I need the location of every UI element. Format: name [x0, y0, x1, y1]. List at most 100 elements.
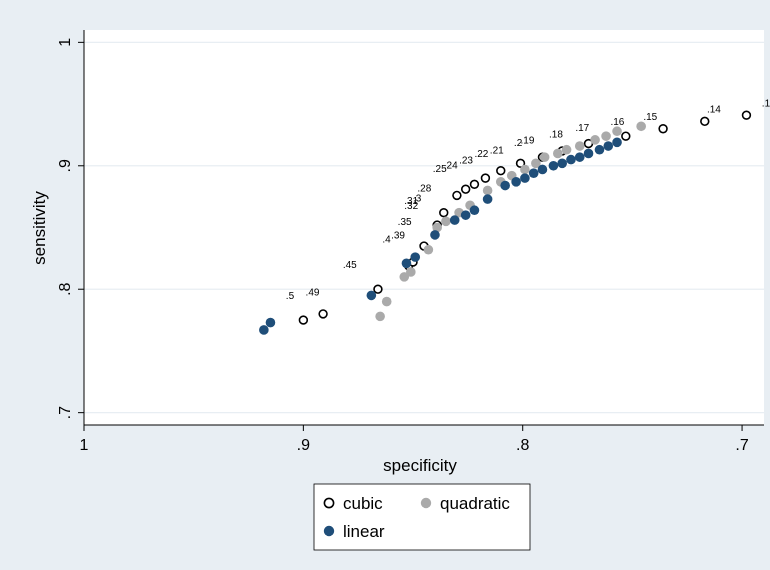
point-linear — [594, 144, 605, 155]
y-tick-label: .7 — [57, 406, 74, 419]
legend-label-linear: linear — [343, 522, 385, 541]
point-quadratic — [406, 267, 416, 277]
point-cubic — [439, 207, 449, 218]
threshold-label: .17 — [575, 123, 589, 134]
x-tick-label: .7 — [735, 437, 748, 454]
point-quadratic — [539, 152, 550, 162]
point-linear — [265, 317, 276, 328]
point-linear — [401, 258, 412, 269]
data-points — [259, 110, 752, 335]
point-cubic — [452, 190, 462, 201]
point-cubic — [460, 184, 471, 194]
point-quadratic — [561, 144, 572, 155]
point-linear — [583, 148, 594, 159]
y-tick-label: .8 — [57, 282, 74, 295]
threshold-label: .22 — [474, 149, 488, 160]
point-linear — [259, 325, 269, 335]
point-quadratic — [423, 244, 434, 255]
point-cubic — [496, 166, 506, 176]
point-linear — [537, 164, 548, 175]
threshold-label: .2 — [514, 138, 523, 149]
threshold-label: .49 — [306, 287, 320, 298]
point-cubic — [298, 315, 309, 325]
threshold-label: .19 — [521, 136, 535, 147]
axes — [83, 30, 764, 426]
point-linear — [566, 154, 576, 165]
point-linear — [574, 152, 585, 162]
point-cubic — [373, 284, 383, 294]
legend: cubic quadratic linear — [313, 483, 531, 551]
point-quadratic — [482, 185, 493, 196]
point-quadratic — [590, 135, 600, 145]
point-linear — [548, 160, 559, 171]
threshold-label: .24 — [444, 160, 458, 171]
threshold-label: .31 — [404, 196, 418, 207]
point-linear — [410, 252, 421, 262]
plot-area — [84, 30, 764, 425]
point-quadratic — [375, 311, 385, 322]
threshold-label: .23 — [459, 155, 473, 166]
point-quadratic — [574, 141, 585, 151]
point-cubic — [515, 158, 526, 169]
threshold-label: .5 — [286, 291, 295, 302]
point-linear — [366, 290, 377, 301]
threshold-label: .16 — [610, 117, 624, 128]
point-linear — [612, 137, 622, 148]
threshold-label: .4 — [382, 234, 391, 245]
y-tick-label: 1 — [57, 38, 74, 47]
point-quadratic — [531, 158, 541, 169]
x-tick-label: .9 — [297, 437, 310, 454]
point-quadratic — [636, 121, 646, 132]
point-quadratic — [432, 222, 442, 233]
point-quadratic — [612, 126, 622, 137]
point-linear — [430, 230, 440, 240]
point-linear — [557, 158, 567, 169]
legend-marker-linear — [323, 525, 335, 537]
legend-label-cubic: cubic — [343, 494, 383, 513]
threshold-label: .28 — [417, 184, 431, 195]
point-cubic — [621, 131, 631, 141]
point-cubic — [700, 116, 710, 127]
threshold-label: .18 — [549, 129, 563, 140]
point-quadratic — [520, 164, 530, 175]
threshold-label: .35 — [398, 217, 412, 228]
point-cubic — [480, 173, 491, 183]
point-quadratic — [381, 296, 392, 307]
point-quadratic — [601, 131, 611, 141]
threshold-label: .13 — [762, 99, 770, 110]
threshold-label: .32 — [404, 201, 418, 212]
point-quadratic — [441, 216, 451, 227]
threshold-label: .3 — [413, 194, 422, 205]
point-cubic — [658, 124, 668, 134]
point-linear — [500, 180, 510, 191]
annotations: .5 .49 .45 .4.39 .35 .32.31.3.28.25.24.23.22.… — [286, 99, 770, 303]
legend-marker-quadratic — [420, 497, 432, 509]
ticks: .7 .8 .9 1 1 .9 .8 .7 — [57, 38, 749, 454]
gridlines — [84, 41, 764, 414]
threshold-label: .15 — [643, 112, 657, 123]
point-cubic — [741, 110, 752, 120]
point-cubic — [318, 309, 328, 319]
point-linear — [482, 194, 493, 204]
legend-marker-cubic — [323, 497, 335, 509]
point-quadratic — [553, 148, 563, 159]
threshold-label: .45 — [343, 260, 357, 271]
y-tick-label: .9 — [57, 159, 74, 172]
point-linear — [449, 215, 460, 225]
point-linear — [469, 205, 480, 216]
threshold-label: .14 — [707, 105, 721, 116]
point-linear — [520, 173, 530, 183]
y-axis-label: sensitivity — [30, 191, 49, 265]
x-axis-label: specificity — [383, 456, 457, 475]
threshold-label: .25 — [433, 164, 447, 175]
point-linear — [511, 177, 521, 187]
threshold-label: .39 — [391, 231, 405, 242]
legend-box — [313, 483, 531, 551]
point-cubic — [469, 179, 480, 189]
legend-label-quadratic: quadratic — [440, 494, 510, 513]
x-tick-label: .8 — [516, 437, 529, 454]
point-quadratic — [399, 272, 410, 282]
point-linear — [528, 168, 539, 178]
point-linear — [460, 210, 471, 220]
